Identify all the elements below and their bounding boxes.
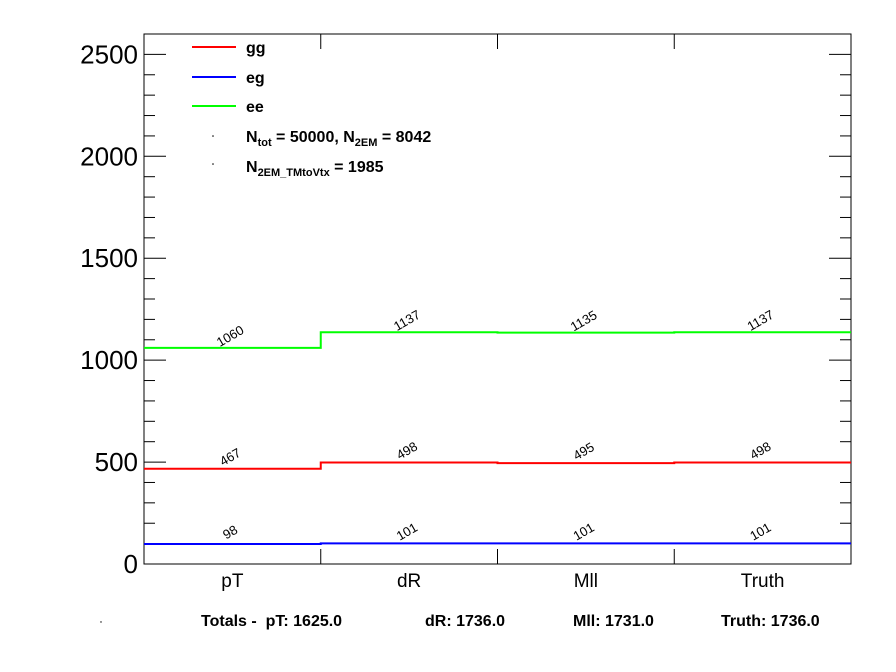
data-label-ee: 1137 xyxy=(745,307,777,334)
data-label-gg: 498 xyxy=(394,439,420,463)
totals-prefix: Totals - pT: 1625.0 xyxy=(201,613,343,630)
data-label-eg: 101 xyxy=(570,520,596,544)
data-label-ee: 1137 xyxy=(391,307,423,334)
y-tick-label: 2500 xyxy=(80,39,138,69)
y-tick-label: 2000 xyxy=(80,141,138,171)
axes: 0 500 1000 1500 2000 2500 pT dR Mll Truth xyxy=(80,33,851,592)
x-tick-label: Truth xyxy=(741,571,785,592)
x-tick-label: dR xyxy=(397,571,421,592)
data-label-eg: 101 xyxy=(394,520,420,544)
legend-entry-eg: eg xyxy=(192,70,265,87)
annotation-ntot: Ntot = 50000, N2EM = 8042 xyxy=(246,129,431,149)
annotation-n2em-vtx: N2EM_TMtoVtx = 1985 xyxy=(246,159,384,179)
data-label-eg: 101 xyxy=(747,520,773,544)
totals-dr: dR: 1736.0 xyxy=(425,613,506,630)
data-labels-group: 467 498 495 498 98 101 101 101 1060 1137 1135 1137 xyxy=(214,307,776,544)
legend-entry-gg: gg xyxy=(192,40,266,57)
x-tick-label: pT xyxy=(221,571,244,592)
series-line-ee xyxy=(144,331,851,349)
data-label-eg: 98 xyxy=(220,522,240,542)
legend-label-ee: ee xyxy=(246,99,264,116)
footer-dot xyxy=(100,621,102,623)
totals-mll: Mll: 1731.0 xyxy=(573,613,654,630)
y-tick-label: 500 xyxy=(95,447,138,477)
totals-truth: Truth: 1736.0 xyxy=(721,613,820,630)
series-line-eg xyxy=(144,542,851,546)
series-line-gg xyxy=(144,461,851,470)
legend-marker-ntot xyxy=(212,135,214,137)
data-label-ee: 1135 xyxy=(568,307,600,334)
legend: gg eg ee Ntot = 50000, N2EM = 8042 N2EM_… xyxy=(192,40,431,179)
data-label-ee: 1060 xyxy=(214,322,247,349)
series-group xyxy=(144,331,851,546)
y-tick-label: 1500 xyxy=(80,243,138,273)
x-tick-label: Mll xyxy=(574,571,598,592)
legend-label-gg: gg xyxy=(246,40,266,57)
y-tick-label: 1000 xyxy=(80,345,138,375)
data-label-gg: 495 xyxy=(570,439,596,463)
data-label-gg: 467 xyxy=(217,445,243,469)
y-tick-label: 0 xyxy=(124,549,138,579)
legend-label-eg: eg xyxy=(246,70,265,87)
legend-marker-n2em-vtx xyxy=(212,163,214,165)
legend-entry-ee: ee xyxy=(192,99,264,116)
data-label-gg: 498 xyxy=(747,439,773,463)
